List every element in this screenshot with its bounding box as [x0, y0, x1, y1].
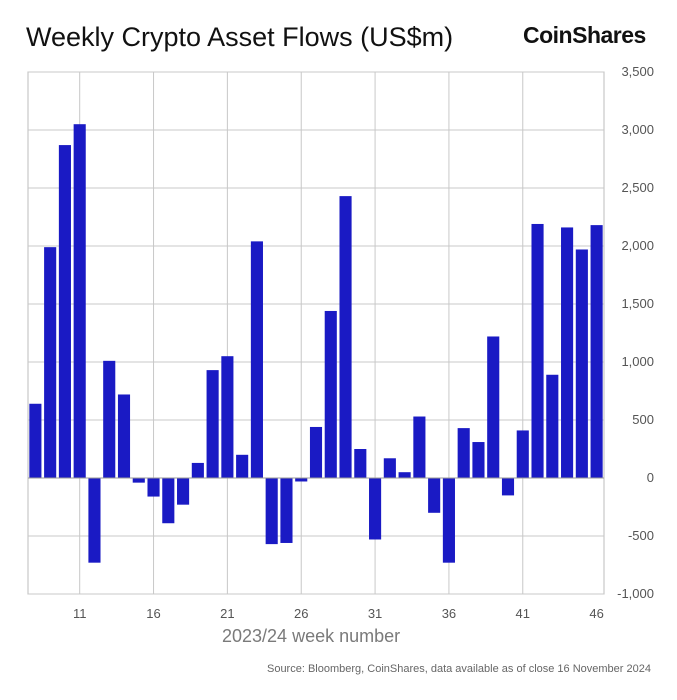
bar-week-19 [191, 462, 204, 478]
bar-week-25 [280, 478, 293, 543]
bar-week-28 [324, 310, 337, 478]
x-tick-label: 41 [516, 606, 530, 621]
bars [29, 124, 603, 563]
y-tick-label: 500 [632, 412, 654, 427]
bar-week-38 [472, 442, 485, 478]
bar-week-26 [295, 478, 308, 482]
x-tick-label: 46 [589, 606, 603, 621]
bar-week-14 [117, 394, 131, 478]
bar-week-16 [147, 478, 160, 497]
bar-week-45 [575, 249, 588, 478]
bar-week-40 [501, 478, 515, 496]
y-tick-label: 2,500 [621, 180, 654, 195]
grid [27, 71, 605, 595]
y-tick-label: 3,000 [621, 122, 654, 137]
bar-week-15 [132, 478, 145, 483]
y-tick-label: 1,000 [621, 354, 654, 369]
bar-week-23 [250, 241, 263, 478]
brand-logo: CoinShares [523, 22, 646, 48]
x-tick-label: 16 [146, 606, 160, 621]
plot-frame [27, 71, 605, 595]
y-tick-label: 1,500 [621, 296, 654, 311]
bar-week-10 [58, 145, 71, 478]
bar-week-35 [428, 478, 441, 513]
bar-week-11 [73, 124, 86, 478]
bar-week-43 [546, 374, 559, 478]
x-tick-label: 26 [294, 606, 308, 621]
bar-week-33 [398, 472, 411, 478]
y-tick-label: 2,000 [621, 238, 654, 253]
bar-week-24 [265, 478, 278, 545]
x-tick-label: 31 [368, 606, 382, 621]
x-tick-label: 11 [73, 606, 87, 621]
bar-week-21 [221, 356, 234, 478]
bar-week-22 [236, 454, 249, 478]
bar-week-8 [29, 403, 42, 478]
bar-week-39 [487, 336, 500, 478]
bar-week-17 [162, 478, 175, 524]
source-note: Source: Bloomberg, CoinShares, data avai… [266, 663, 651, 675]
x-tick-label: 36 [442, 606, 456, 621]
bar-week-37 [457, 428, 470, 478]
bar-week-46 [590, 225, 603, 478]
y-tick-label: -1,000 [617, 586, 654, 601]
x-tick-label: 21 [220, 606, 234, 621]
bar-week-42 [531, 223, 544, 478]
bar-week-20 [206, 370, 219, 478]
bar-week-30 [354, 449, 367, 478]
bar-week-12 [88, 478, 101, 563]
bar-week-32 [383, 458, 396, 478]
bar-week-41 [516, 430, 529, 478]
y-tick-label: 0 [647, 470, 654, 485]
y-tick-label: -500 [628, 528, 654, 543]
bar-week-36 [442, 478, 455, 563]
bar-week-18 [177, 478, 190, 505]
y-tick-label: 3,500 [621, 64, 654, 79]
x-axis-label: 2023/24 week number [222, 626, 401, 646]
bar-week-27 [309, 426, 323, 478]
bar-week-44 [561, 227, 574, 478]
axes: -1,000 -500 0 500 1,000 1,500 2,000 2,500 3,000 3… [28, 64, 654, 621]
bar-week-34 [413, 416, 426, 478]
bar-week-29 [339, 196, 352, 478]
chart-title: Weekly Crypto Asset Flows (US$m) [26, 22, 454, 52]
bar-week-13 [103, 360, 116, 478]
bar-week-9 [44, 247, 57, 478]
bar-week-31 [369, 478, 382, 540]
